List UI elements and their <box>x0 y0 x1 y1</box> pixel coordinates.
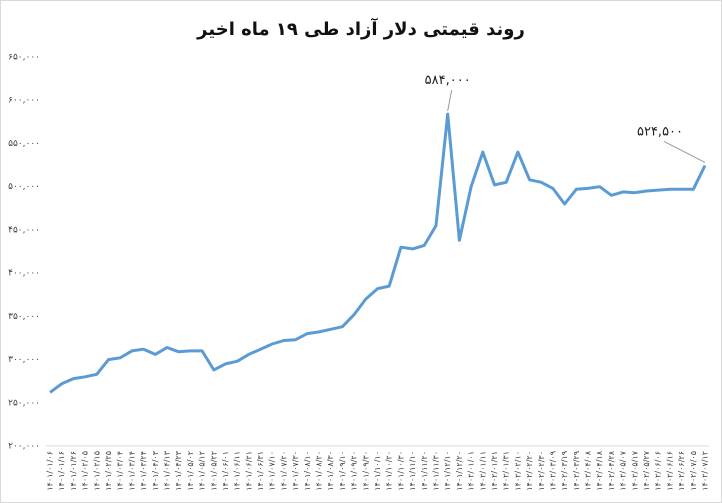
x-tick-label: ۱۴۰۲/۰۵/۰۷ <box>619 450 628 490</box>
x-tick-label: ۱۴۰۱/۰۲/۰۵ <box>81 451 90 491</box>
value-label: ۵۲۴,۵۰۰ <box>637 124 683 139</box>
x-tick-label: ۱۴۰۱/۰۶/۳۱ <box>256 451 265 491</box>
y-tick-label: ۴۰۰,۰۰۰ <box>8 269 40 279</box>
x-tick-label: ۱۴۰۲/۰۵/۲۷ <box>642 450 651 490</box>
x-tick-label: ۱۴۰۱/۰۶/۱۱ <box>233 451 242 491</box>
y-tick-label: ۲۰۰,۰۰۰ <box>8 442 40 452</box>
x-tick-label: ۱۴۰۱/۰۶/۲۱ <box>244 451 253 491</box>
x-tick-label: ۱۴۰۱/۰۵/۲۲ <box>209 451 218 491</box>
x-tick-label: ۱۴۰۱/۱۲/۲۰ <box>455 451 464 491</box>
chart-title: روند قیمتی دلار آزاد طی ۱۹ ماه اخیر <box>196 17 525 40</box>
y-tick-label: ۶۰۰,۰۰۰ <box>8 96 40 106</box>
x-tick-label: ۱۴۰۱/۰۷/۱۰ <box>268 451 277 491</box>
x-tick-label: ۱۴۰۱/۰۱/۰۶ <box>46 451 55 491</box>
x-tick-label: ۱۴۰۱/۱۰/۳۰ <box>396 451 405 491</box>
x-tick-label: ۱۴۰۱/۰۹/۲۰ <box>350 451 359 491</box>
y-tick-label: ۵۵۰,۰۰۰ <box>8 139 40 149</box>
x-tick-label: ۱۴۰۱/۰۱/۲۶ <box>69 451 78 491</box>
x-tick-label: ۱۴۰۲/۰۴/۱۸ <box>595 450 604 490</box>
y-tick-label: ۴۵۰,۰۰۰ <box>8 225 40 235</box>
x-tick-label: ۱۴۰۱/۰۷/۲۰ <box>279 451 288 491</box>
x-tick-label: ۱۴۰۲/۰۲/۲۰ <box>525 451 534 491</box>
y-tick-label: ۳۵۰,۰۰۰ <box>8 312 40 322</box>
x-tick-label: ۱۴۰۱/۰۷/۳۰ <box>291 451 300 491</box>
x-tick-label: ۱۴۰۲/۰۵/۱۷ <box>630 450 639 490</box>
x-tick-label: ۱۴۰۲/۰۲/۱۰ <box>513 451 522 491</box>
y-tick-label: ۵۰۰,۰۰۰ <box>8 182 40 192</box>
x-tick-label: ۱۴۰۱/۰۵/۰۲ <box>186 451 195 491</box>
x-tick-label: ۱۴۰۱/۱۱/۲۰ <box>420 451 429 491</box>
x-tick-label: ۱۴۰۱/۰۸/۲۰ <box>315 451 324 491</box>
x-tick-label: ۱۴۰۲/۰۴/۲۸ <box>607 450 616 490</box>
x-tick-label: ۱۴۰۲/۰۷/۱۲ <box>701 451 710 491</box>
x-tick-label: ۱۴۰۱/۰۹/۱۰ <box>338 451 347 491</box>
price-line <box>49 112 707 394</box>
x-tick-label: ۱۴۰۱/۱۰/۲۰ <box>385 451 394 491</box>
x-tick-label: ۱۴۰۲/۰۳/۰۹ <box>548 451 557 491</box>
x-tick-label: ۱۴۰۱/۰۲/۱۵ <box>92 451 101 491</box>
x-tick-label: ۱۴۰۲/۰۱/۳۱ <box>502 451 511 491</box>
x-tick-label: ۱۴۰۲/۰۱/۲۱ <box>490 451 499 491</box>
x-tick-label: ۱۴۰۱/۰۹/۳۰ <box>361 451 370 491</box>
x-tick-label: ۱۴۰۱/۰۵/۱۲ <box>198 451 207 491</box>
y-tick-label: ۶۵۰,۰۰۰ <box>8 53 40 63</box>
x-tick-label: ۱۴۰۲/۰۲/۳۰ <box>537 451 546 491</box>
x-tick-label: ۱۴۰۱/۰۴/۲۳ <box>174 450 183 490</box>
x-tick-label: ۱۴۰۱/۱۱/۳۰ <box>431 451 440 491</box>
y-tick-label: ۳۰۰,۰۰۰ <box>8 355 40 365</box>
x-tick-label: ۱۴۰۱/۱۲/۱۰ <box>443 451 452 491</box>
x-tick-label: ۱۴۰۱/۰۱/۱۶ <box>57 451 66 491</box>
x-tick-label: ۱۴۰۲/۰۳/۲۹ <box>572 451 581 491</box>
x-tick-label: ۱۴۰۱/۰۸/۳۰ <box>326 451 335 491</box>
label-leader <box>663 141 706 163</box>
x-tick-label: ۱۴۰۲/۰۱/۰۱ <box>467 451 476 491</box>
x-tick-label: ۱۴۰۱/۰۳/۱۴ <box>127 451 136 491</box>
x-tick-label: ۱۴۰۲/۰۴/۰۸ <box>584 450 593 490</box>
x-tick-label: ۱۴۰۲/۰۱/۱۱ <box>478 451 487 491</box>
x-tick-label: ۱۴۰۲/۰۶/۰۶ <box>654 451 663 491</box>
x-tick-label: ۱۴۰۱/۰۳/۲۴ <box>139 451 148 491</box>
value-label: ۵۸۴,۰۰۰ <box>425 73 471 88</box>
x-tick-label: ۱۴۰۱/۰۳/۰۴ <box>116 451 125 491</box>
x-tick-label: ۱۴۰۱/۰۲/۲۵ <box>104 451 113 491</box>
x-tick-label: ۱۴۰۲/۰۷/۰۵ <box>689 451 698 491</box>
x-tick-label: ۱۴۰۲/۰۶/۲۶ <box>677 451 686 491</box>
x-tick-label: ۱۴۰۱/۱۱/۱۰ <box>408 451 417 491</box>
x-tick-label: ۱۴۰۱/۱۰/۱۰ <box>373 451 382 491</box>
y-tick-label: ۲۵۰,۰۰۰ <box>8 398 40 408</box>
x-tick-label: ۱۴۰۱/۰۶/۰۱ <box>221 451 230 491</box>
x-tick-label: ۱۴۰۱/۰۴/۰۳ <box>151 450 160 490</box>
x-tick-label: ۱۴۰۲/۰۶/۱۶ <box>665 451 674 491</box>
x-tick-label: ۱۴۰۱/۰۸/۱۰ <box>303 451 312 491</box>
label-leader <box>447 89 453 112</box>
x-tick-label: ۱۴۰۱/۰۴/۱۳ <box>162 450 171 490</box>
x-tick-label: ۱۴۰۲/۰۳/۱۹ <box>560 451 569 491</box>
